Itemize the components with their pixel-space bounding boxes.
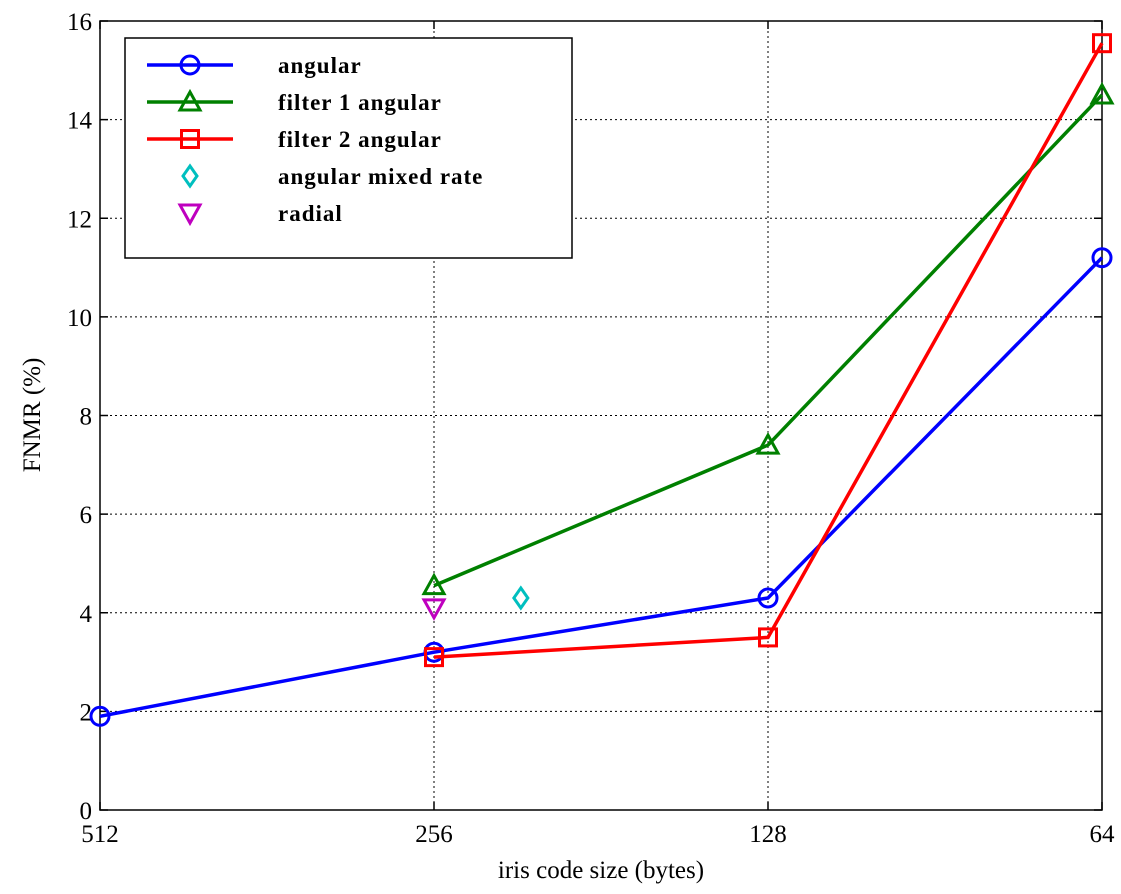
axis-ticks: 0 2 4 6 8 10 12 14 16 512 256 128 64 <box>67 9 1115 848</box>
data-point <box>89 705 111 727</box>
series-radial <box>421 598 447 621</box>
y-tick-label: 10 <box>67 305 92 332</box>
y-tick-label: 2 <box>80 699 93 726</box>
y-tick-label: 12 <box>67 206 92 233</box>
data-point <box>424 647 444 668</box>
legend: angular filter 1 angular filter 2 angular a… <box>124 37 573 259</box>
data-point <box>512 585 530 611</box>
data-point <box>421 572 447 596</box>
y-axis-label: FNMR (%) <box>19 358 46 473</box>
legend-marker <box>180 129 200 149</box>
y-tick-label: 16 <box>67 9 92 36</box>
series-filter-1-angular <box>421 81 1115 596</box>
data-point <box>1089 81 1115 105</box>
x-tick-label: 64 <box>1090 821 1116 848</box>
legend-entry: filter 1 angular <box>147 88 442 115</box>
legend-marker <box>177 203 203 227</box>
x-axis-label: iris code size (bytes) <box>498 857 704 884</box>
series-line <box>433 93 1104 588</box>
x-tick-label: 512 <box>81 821 119 848</box>
legend-entry: angular mixed rate <box>181 163 483 189</box>
legend-entry: angular <box>147 53 362 78</box>
legend-marker <box>179 54 201 76</box>
series-line <box>99 256 1104 719</box>
series-angular <box>89 247 1113 727</box>
y-tick-label: 4 <box>80 601 93 628</box>
series-line <box>433 42 1104 659</box>
series-filter-2-angular <box>424 33 1112 668</box>
y-tick-label: 0 <box>80 798 93 825</box>
series-angular-mixed-rate <box>512 585 530 611</box>
legend-entry: filter 2 angular <box>147 127 442 152</box>
y-tick-label: 8 <box>80 404 93 431</box>
legend-label: filter 2 angular <box>278 127 442 152</box>
data-point <box>421 598 447 621</box>
y-tick-label: 6 <box>80 502 93 529</box>
legend-marker <box>181 163 199 189</box>
data-point <box>1091 247 1113 269</box>
data-point <box>757 587 779 609</box>
legend-label: radial <box>278 201 343 226</box>
x-tick-label: 128 <box>749 821 787 848</box>
data-point <box>1092 33 1112 54</box>
data-point <box>755 431 781 455</box>
legend-label: filter 1 angular <box>278 90 442 115</box>
legend-entry: radial <box>177 201 343 227</box>
legend-label: angular mixed rate <box>278 164 483 189</box>
data-series <box>89 33 1115 727</box>
legend-label: angular <box>278 53 362 78</box>
data-point <box>758 627 778 648</box>
legend-marker <box>177 88 203 112</box>
x-tick-label: 256 <box>415 821 453 848</box>
y-tick-label: 14 <box>67 108 93 135</box>
